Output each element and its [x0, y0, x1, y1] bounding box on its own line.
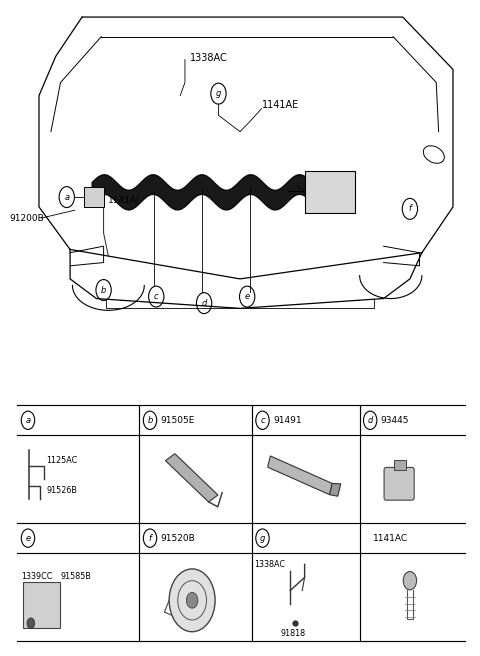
Text: f: f — [408, 205, 411, 213]
FancyBboxPatch shape — [23, 582, 60, 628]
Circle shape — [403, 571, 417, 590]
Text: c: c — [154, 292, 158, 301]
Polygon shape — [166, 454, 218, 502]
Text: 1338AC: 1338AC — [254, 560, 285, 569]
Text: c: c — [260, 416, 265, 425]
Text: 1141AJ: 1141AJ — [108, 196, 140, 205]
FancyBboxPatch shape — [84, 187, 104, 207]
Text: 91526B: 91526B — [46, 487, 77, 495]
Text: 91818: 91818 — [281, 628, 306, 638]
Text: e: e — [245, 292, 250, 301]
Circle shape — [27, 618, 35, 628]
Text: a: a — [25, 416, 31, 425]
Circle shape — [186, 592, 198, 608]
Text: 91505E: 91505E — [160, 416, 195, 425]
Polygon shape — [268, 456, 332, 495]
Polygon shape — [330, 483, 341, 496]
Text: 91520B: 91520B — [160, 533, 195, 543]
Text: g: g — [260, 533, 265, 543]
Text: 91491: 91491 — [273, 416, 301, 425]
Text: 93445: 93445 — [381, 416, 409, 425]
Text: e: e — [25, 533, 31, 543]
FancyBboxPatch shape — [394, 460, 406, 470]
Text: g: g — [216, 89, 221, 98]
Text: 1125AC: 1125AC — [46, 457, 77, 465]
Circle shape — [169, 569, 215, 632]
Text: 1338AC: 1338AC — [190, 52, 228, 62]
Text: 1339CC: 1339CC — [21, 571, 53, 581]
Text: a: a — [64, 193, 69, 201]
Text: 91585B: 91585B — [60, 571, 91, 581]
Text: 1141AC: 1141AC — [372, 533, 408, 543]
FancyBboxPatch shape — [384, 468, 414, 500]
FancyBboxPatch shape — [305, 171, 355, 213]
Text: b: b — [147, 416, 153, 425]
Text: d: d — [368, 416, 373, 425]
Text: d: d — [202, 298, 207, 308]
Text: f: f — [148, 533, 152, 543]
Text: 91200B: 91200B — [9, 213, 44, 222]
Text: 1141AE: 1141AE — [262, 100, 299, 110]
Text: b: b — [101, 285, 106, 295]
